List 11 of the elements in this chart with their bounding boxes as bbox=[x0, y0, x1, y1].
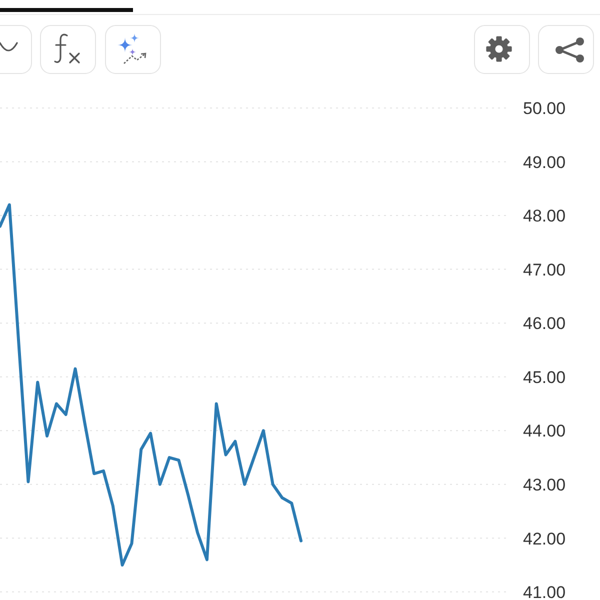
y-tick-label: 43.00 bbox=[523, 476, 566, 495]
y-tick-label: 44.00 bbox=[523, 422, 566, 441]
line-series bbox=[0, 203, 303, 567]
y-tick-label: 42.00 bbox=[523, 529, 566, 548]
y-tick-label: 48.00 bbox=[523, 206, 566, 226]
y-tick-label: 49.00 bbox=[523, 152, 566, 172]
y-tick-label: 50.00 bbox=[523, 99, 566, 118]
y-tick-label: 47.00 bbox=[523, 260, 566, 280]
y-tick-label: 45.00 bbox=[523, 368, 566, 387]
y-tick-label: 46.00 bbox=[523, 314, 566, 334]
y-tick-label: 41.00 bbox=[523, 583, 566, 600]
